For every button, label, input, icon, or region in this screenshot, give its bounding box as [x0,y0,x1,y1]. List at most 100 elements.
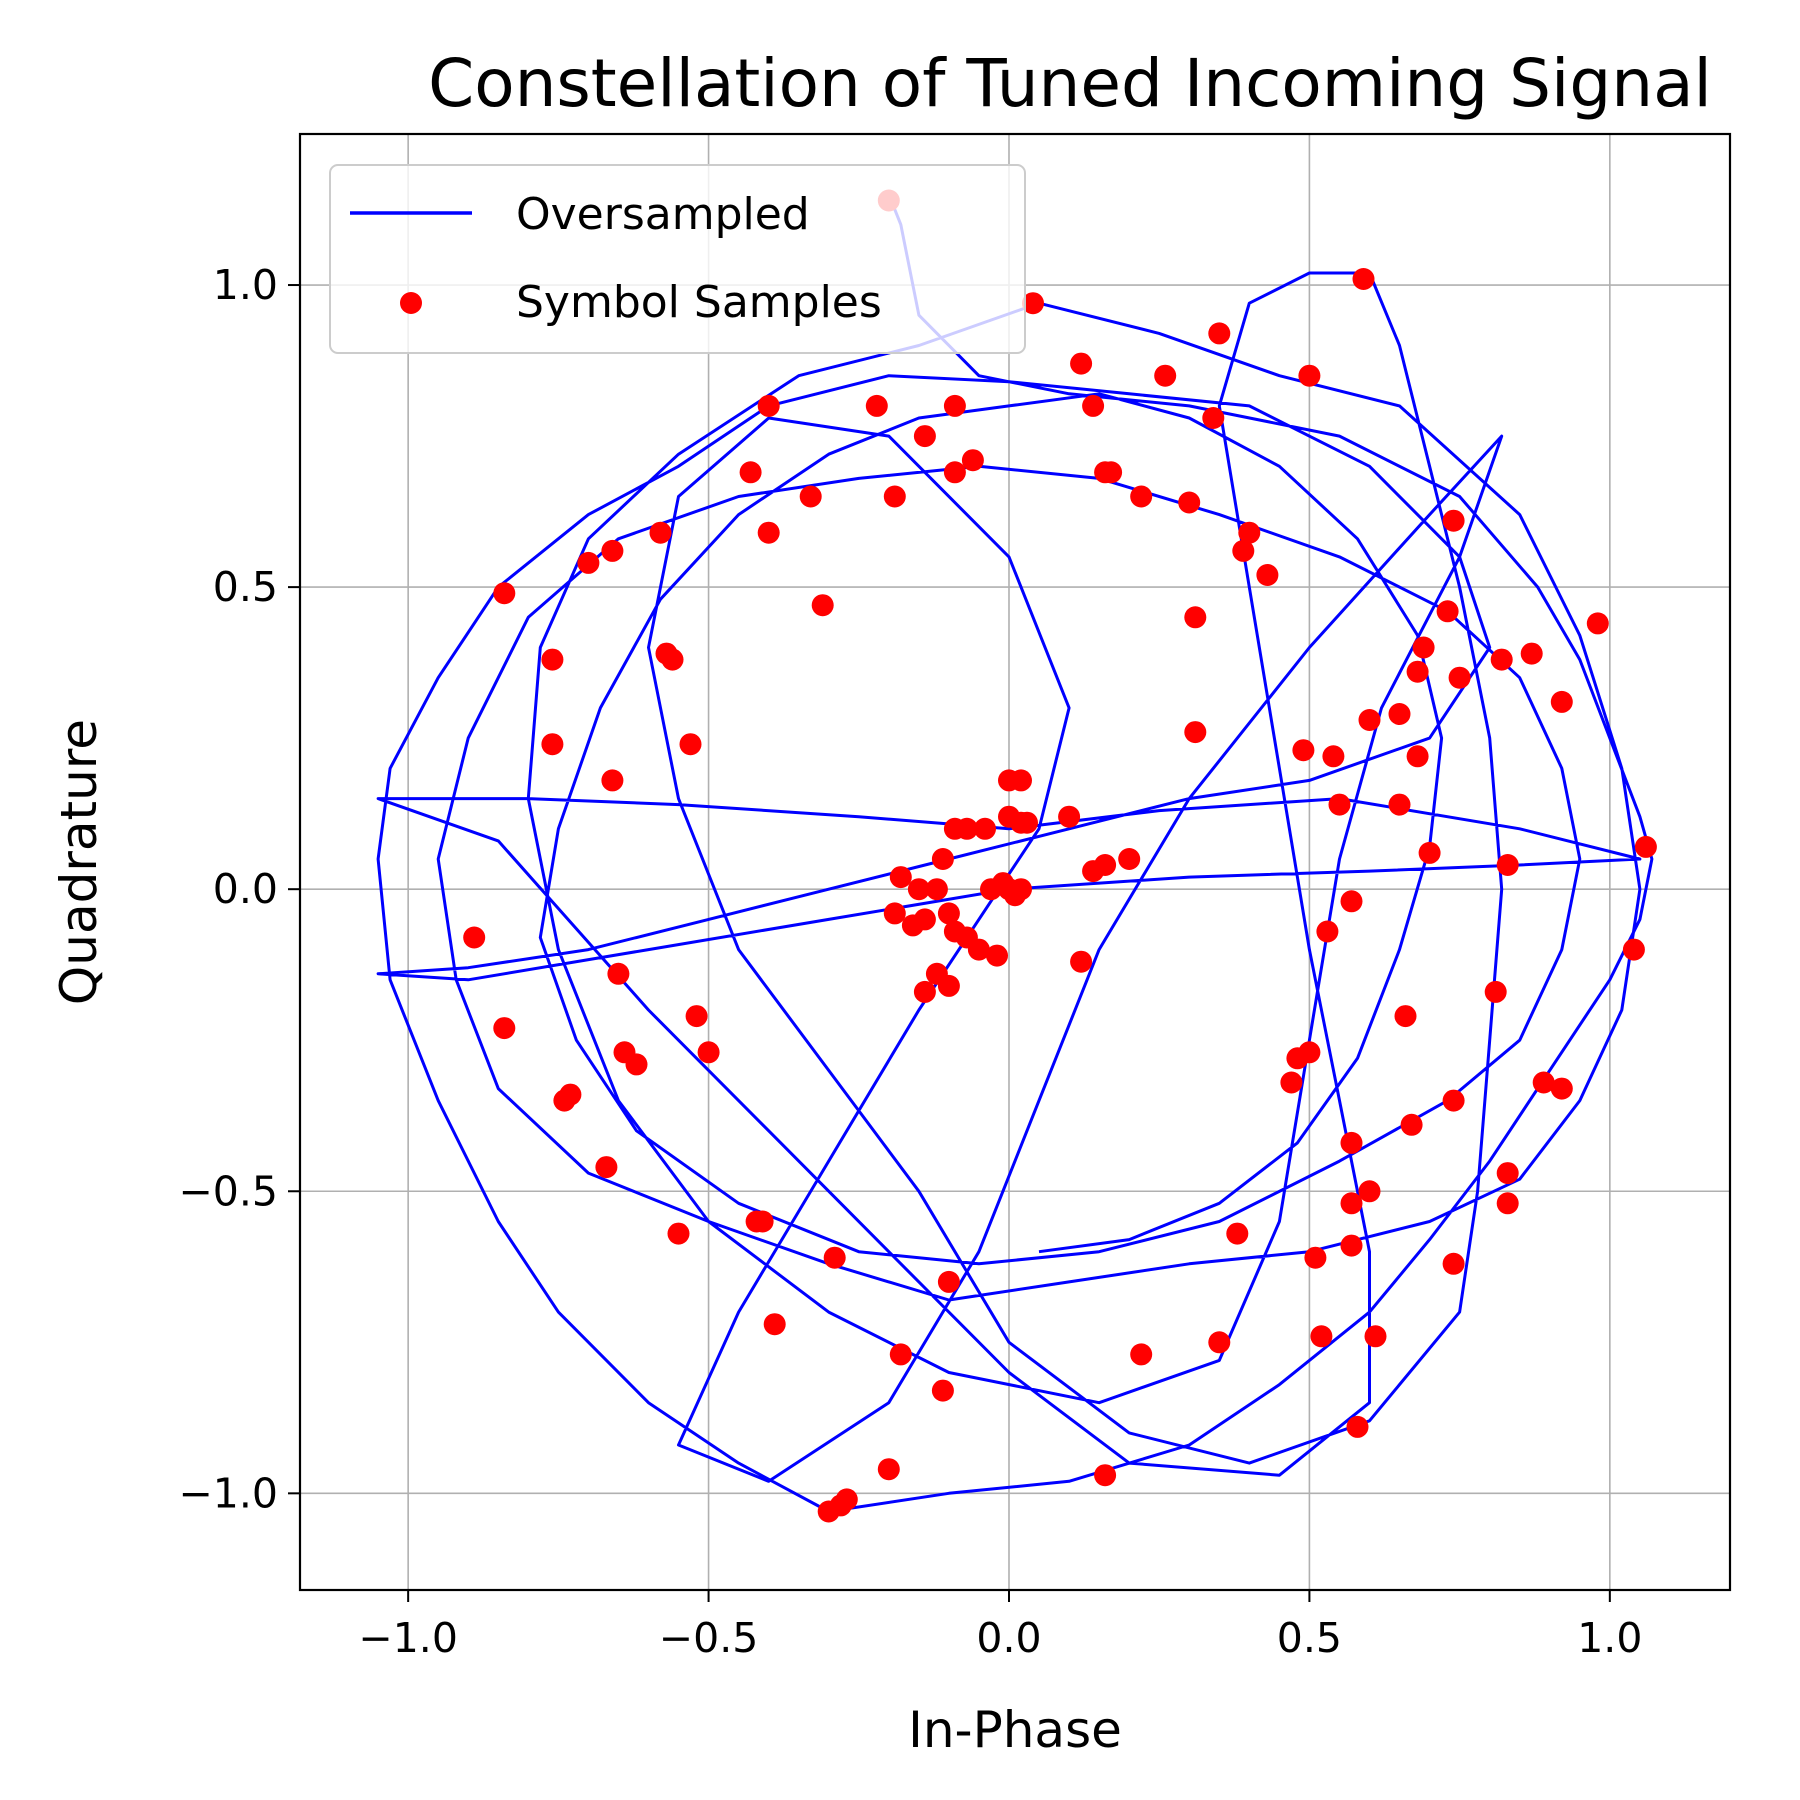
symbol-sample-point [1070,352,1093,375]
symbol-sample-point [1550,690,1573,713]
symbol-sample-point [1340,1192,1363,1215]
symbol-sample-point [877,1458,900,1481]
symbol-sample-point [1340,1131,1363,1154]
symbol-sample-point [1388,703,1411,725]
symbol-sample-point [913,980,936,1003]
symbol-sample-point [1070,950,1093,973]
symbol-sample-point [751,1210,774,1233]
symbol-sample-point [1634,835,1657,858]
symbol-sample-point [553,1089,576,1112]
y-axis-label: Quadrature [50,719,108,1005]
symbol-sample-point [1100,461,1123,484]
symbol-sample-point [1394,1005,1417,1028]
symbol-sample-point [463,926,486,949]
symbol-sample-point [1328,793,1351,816]
symbol-sample-point [1496,1162,1519,1185]
x-tick-label: −1.0 [358,1614,458,1662]
symbol-sample-point [1022,292,1044,315]
x-tick-label: −0.5 [659,1614,759,1662]
symbol-sample-point [1304,1246,1327,1269]
symbol-sample-point [1400,1113,1423,1136]
symbol-sample-point [955,817,978,840]
symbol-sample-point [607,962,630,985]
symbol-sample-point [1310,1325,1333,1348]
symbol-sample-point [1352,268,1375,290]
y-axis-ticks: −1.0 −0.5 0.0 0.5 1.0 [178,261,300,1517]
symbol-sample-point [1238,521,1261,544]
symbol-sample-point [883,485,906,508]
symbol-sample-point [937,902,960,925]
legend-label-symbol-samples: Symbol Samples [516,277,882,328]
symbol-sample-point [823,1246,846,1269]
symbol-sample-point [1418,841,1441,864]
symbol-sample-point [1232,539,1255,562]
y-tick-label: −0.5 [178,1167,278,1215]
symbol-sample-point [1094,1464,1117,1487]
symbol-sample-point [943,461,966,484]
symbol-sample-point [1208,1331,1231,1354]
symbol-sample-point [1364,1325,1387,1348]
symbol-sample-point [1340,1234,1363,1257]
legend-marker-swatch [400,292,422,314]
y-tick-label: 0.0 [213,865,278,913]
symbol-sample-point [757,394,780,417]
symbol-sample-point [679,733,702,756]
symbol-sample-point [1292,739,1315,762]
symbol-sample-point [1184,606,1207,629]
symbol-sample-point [601,539,624,562]
symbol-sample-point [974,817,996,840]
symbol-sample-point [925,878,948,901]
symbol-sample-point [1442,1252,1465,1275]
symbol-sample-point [1058,805,1081,828]
symbol-sample-point [1622,938,1645,961]
symbol-sample-point [601,769,624,792]
symbol-sample-point [811,594,834,617]
symbol-sample-point [913,425,936,448]
x-tick-label: 0.5 [1277,1614,1342,1662]
symbol-sample-point [931,848,954,870]
symbol-sample-point [1520,642,1543,665]
x-axis-label: In-Phase [908,1701,1122,1759]
symbol-sample-point [1154,364,1177,387]
symbol-sample-point [1184,721,1207,744]
symbol-sample-point [1256,564,1279,586]
symbol-sample-point [1082,394,1105,417]
symbol-sample-point [1412,636,1435,659]
symbol-sample-point [493,1017,516,1040]
symbol-sample-point [986,944,1008,967]
symbol-sample-point [1010,878,1032,901]
symbol-sample-point [1496,854,1519,876]
chart-title: Constellation of Tuned Incoming Signal [428,45,1712,122]
symbol-sample-point [937,1270,960,1293]
symbol-sample-point [1532,1071,1555,1094]
symbol-sample-point [1406,660,1429,683]
symbol-sample-point [1016,811,1038,834]
symbol-sample-point [1286,1047,1309,1070]
symbol-sample-point [763,1313,786,1336]
symbol-sample-point [799,485,822,508]
symbol-sample-point [649,521,672,544]
symbol-sample-point [685,1005,708,1028]
symbol-sample-point [1484,980,1507,1003]
symbol-sample-point [1340,890,1363,913]
symbol-sample-point [1130,485,1153,508]
symbol-sample-point [1118,848,1141,870]
symbol-sample-point [577,551,600,574]
symbol-sample-point [1316,920,1339,943]
symbol-sample-point [967,938,990,961]
symbol-sample-point [1490,648,1513,671]
symbol-sample-point [1130,1343,1153,1366]
legend-label-oversampled: Oversampled [516,189,810,240]
symbol-sample-point [1388,793,1411,816]
y-tick-label: −1.0 [178,1469,278,1517]
symbol-sample-point [1010,769,1032,792]
symbol-sample-point [1550,1077,1573,1100]
symbol-sample-point [697,1041,720,1064]
plot-frame [298,132,1732,1592]
symbol-sample-point [883,902,906,925]
symbol-sample-point [1442,509,1465,532]
symbol-sample-point [493,582,516,605]
symbol-sample-point [1322,745,1345,768]
symbol-sample-point [1226,1222,1249,1245]
